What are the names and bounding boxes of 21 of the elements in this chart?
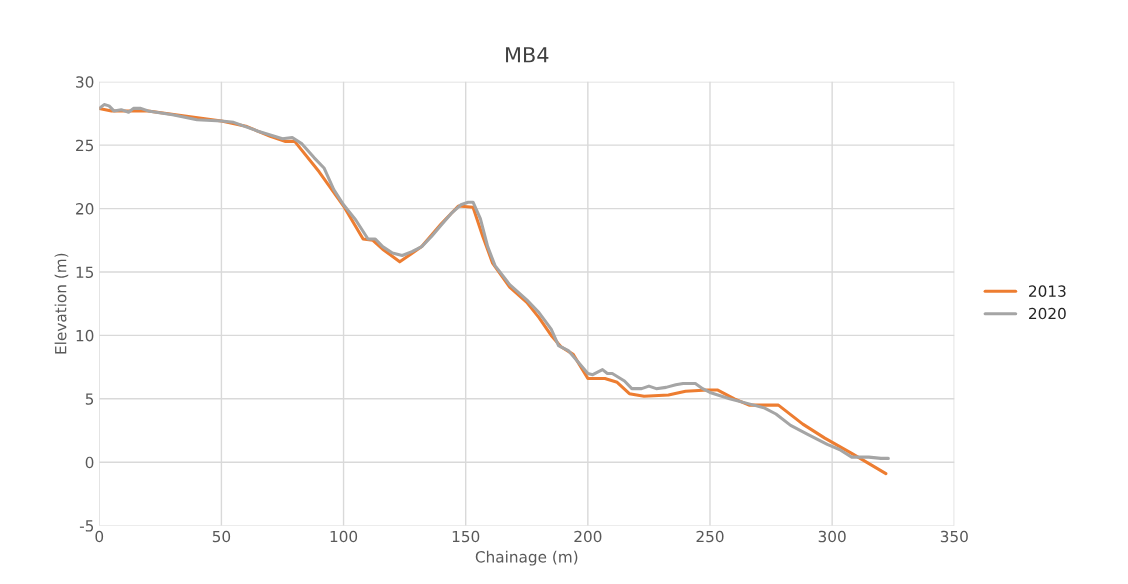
x-tick-label: 250 <box>696 530 724 543</box>
x-axis-title: Chainage (m) <box>475 550 578 566</box>
y-tick-label: 10 <box>76 329 94 342</box>
x-tick-label: 50 <box>212 530 231 543</box>
chart-title: MB4 <box>506 47 549 63</box>
y-tick-label: 0 <box>85 456 94 469</box>
x-tick-label: 300 <box>818 530 846 543</box>
y-tick-label: 30 <box>76 76 94 88</box>
y-tick-label: 5 <box>85 393 94 405</box>
y-tick-label: -5 <box>79 520 94 532</box>
x-tick-label: 150 <box>452 530 480 543</box>
y-tick-label: 25 <box>76 139 94 152</box>
x-tick-label: 0 <box>95 530 104 543</box>
y-tick-label: 20 <box>76 203 94 215</box>
y-tick-label: 15 <box>76 266 94 278</box>
x-tick-label: 100 <box>330 530 358 543</box>
x-tick-label: 200 <box>574 530 602 543</box>
y-axis-title: Elevation (m) <box>54 253 69 354</box>
legend-label: 2013 <box>1029 285 1066 297</box>
x-tick-label: 350 <box>940 530 968 543</box>
legend-label: 2020 <box>1029 307 1066 320</box>
